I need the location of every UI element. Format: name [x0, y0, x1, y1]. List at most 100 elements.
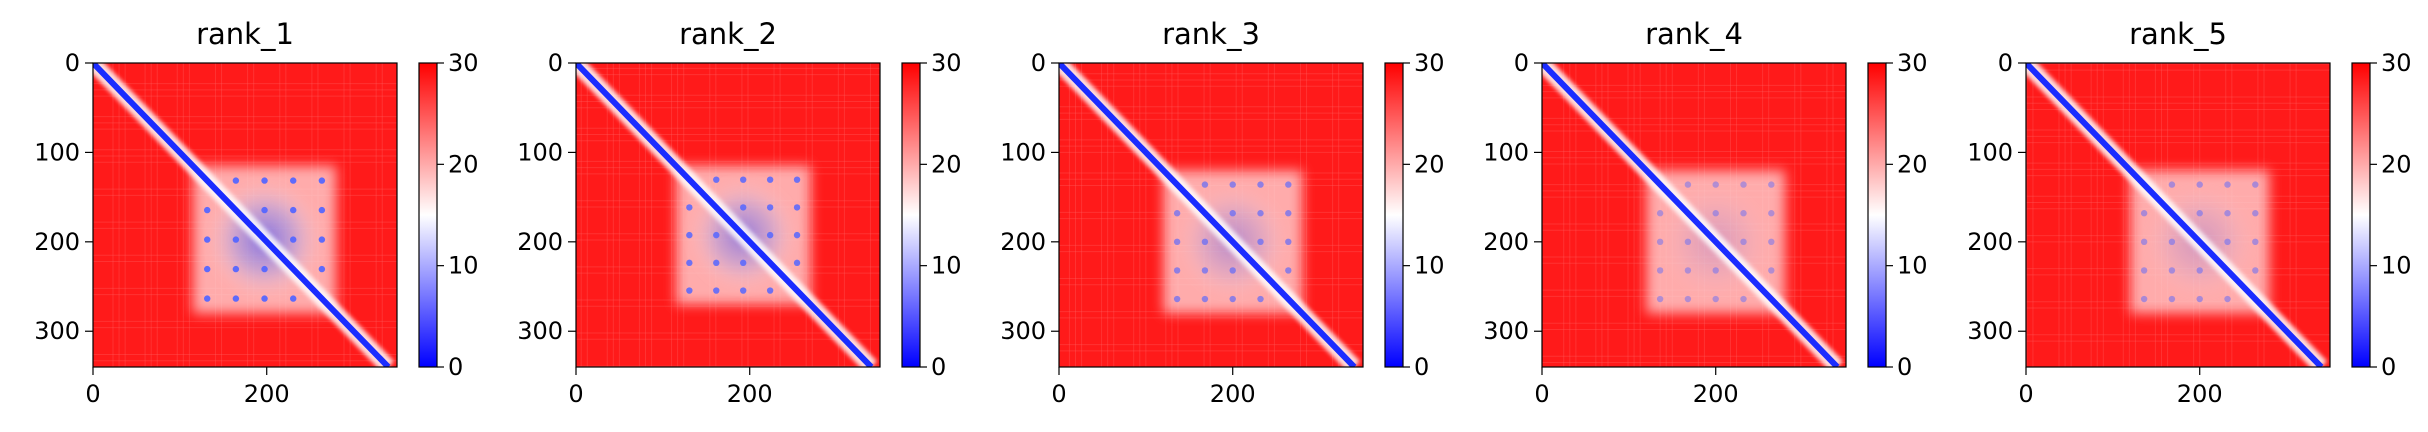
block-dot	[1201, 238, 1209, 246]
colorbar	[1384, 62, 1404, 368]
heatmap-area	[576, 63, 880, 367]
block-dot	[2252, 210, 2259, 217]
colorbar	[1867, 62, 1887, 368]
block-dot	[2140, 210, 2148, 217]
heatmap-area	[93, 63, 397, 367]
panel-title: rank_3	[1162, 17, 1260, 51]
block-dot	[686, 204, 693, 211]
block-dot	[1257, 295, 1264, 303]
block-dot	[1201, 295, 1209, 303]
block-dot	[1656, 238, 1664, 246]
block-dot	[793, 259, 801, 267]
colorbar	[2351, 62, 2371, 368]
x-tick-label: 200	[1210, 380, 1256, 408]
axes-frame	[1541, 62, 1847, 368]
x-tick-label: 200	[1693, 380, 1739, 408]
y-tick-label: 300	[1483, 317, 1529, 345]
block-dot	[1656, 295, 1664, 303]
block-dot	[1257, 210, 1264, 217]
block-dot	[1173, 267, 1181, 274]
colorbar-tick-label: 10	[1897, 252, 1928, 280]
y-tick-label: 200	[517, 228, 563, 256]
colorbar-tick-label: 20	[1414, 150, 1445, 178]
block-dot	[793, 176, 801, 183]
y-tick-label: 0	[1031, 49, 1046, 77]
block-dot	[766, 176, 774, 183]
block-dot	[1768, 238, 1775, 246]
axes-frame	[92, 62, 398, 368]
heatmap-area	[1059, 63, 1363, 367]
x-tick-label: 200	[2177, 380, 2223, 408]
block-dot	[204, 295, 211, 302]
diagonal-band	[93, 63, 391, 367]
x-tick-label: 0	[85, 380, 100, 408]
y-tick-label: 300	[34, 317, 80, 345]
y-tick-label: 100	[517, 138, 563, 166]
y-tick-label: 300	[1967, 317, 2013, 345]
block-dot	[290, 236, 297, 243]
block-dot	[1257, 181, 1264, 188]
block-dot	[1173, 238, 1181, 246]
block-dot	[318, 265, 326, 273]
block-dot	[261, 295, 268, 302]
colorbar	[901, 62, 921, 368]
block-dot	[1201, 267, 1209, 274]
x-tick-label: 0	[1051, 380, 1066, 408]
heatmap-area	[1542, 63, 1846, 367]
y-tick-label: 100	[1000, 138, 1046, 166]
colorbar-tick-label: 20	[448, 150, 479, 178]
colorbar-tick-label: 0	[931, 353, 946, 381]
diagonal-band	[576, 63, 874, 367]
block-dot	[318, 236, 326, 243]
block-dot	[204, 206, 211, 214]
block-dot	[1740, 210, 1747, 217]
block-dot	[1285, 238, 1292, 246]
colorbar-tick-label: 10	[931, 252, 962, 280]
block-dot	[290, 206, 297, 214]
block-dot	[1257, 238, 1264, 246]
block-dot	[2168, 238, 2176, 246]
block-dot	[2196, 267, 2203, 274]
block-dot	[204, 236, 211, 243]
block-dot	[1285, 267, 1292, 274]
block-dot	[1173, 295, 1181, 303]
panel-title: rank_4	[1645, 17, 1743, 51]
colorbar-tick-label: 20	[1897, 150, 1928, 178]
block-dot	[713, 231, 720, 239]
block-dot	[2140, 295, 2148, 303]
diagonal-band	[2026, 63, 2324, 367]
colorbar-tick-label: 30	[931, 49, 962, 77]
block-dot	[766, 231, 774, 239]
y-tick-label: 0	[1514, 49, 1529, 77]
block-dot	[318, 206, 326, 214]
block-dot	[1684, 181, 1692, 188]
block-dot	[1740, 238, 1747, 246]
colorbar	[418, 62, 438, 368]
block-dot	[740, 204, 747, 211]
colorbar-tick-label: 30	[1414, 49, 1445, 77]
y-tick-label: 0	[1998, 49, 2013, 77]
block-dot	[793, 231, 801, 239]
y-tick-label: 200	[1967, 228, 2013, 256]
axes-frame	[575, 62, 881, 368]
block-dot	[232, 295, 240, 302]
block-dot	[2224, 238, 2231, 246]
block-dot	[740, 287, 747, 294]
block-dot	[1229, 210, 1236, 217]
y-tick-label: 100	[1483, 138, 1529, 166]
block-dot	[290, 295, 297, 302]
block-dot	[686, 287, 693, 294]
y-tick-label: 300	[1000, 317, 1046, 345]
block-dot	[1684, 238, 1692, 246]
block-dot	[1229, 267, 1236, 274]
block-dot	[290, 177, 297, 184]
axes-frame	[1058, 62, 1364, 368]
colorbar-tick-label: 30	[1897, 49, 1928, 77]
block-dot	[1229, 181, 1236, 188]
block-dot	[766, 204, 774, 211]
block-dot	[1656, 267, 1664, 274]
block-dot	[232, 265, 240, 273]
colorbar-tick-label: 10	[448, 252, 479, 280]
colorbar-tick-label: 10	[2381, 252, 2412, 280]
